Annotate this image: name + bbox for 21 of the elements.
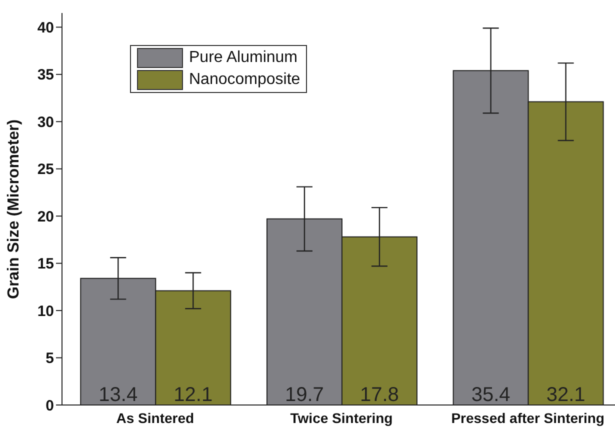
y-tick-label: 35 [37,66,54,84]
data-label: 35.4 [471,384,510,406]
x-tick-label: Pressed after Sintering [451,410,604,426]
y-axis-title: Grain Size (Micrometer) [6,119,23,299]
y-tick-label: 40 [37,19,54,36]
data-label: 12.1 [174,384,213,406]
data-label: 32.1 [546,384,586,406]
y-tick-label: 15 [37,256,54,273]
y-tick-label: 20 [37,208,54,226]
y-tick-label: 5 [46,350,54,368]
data-label: 17.8 [360,384,399,406]
y-tick-label: 30 [37,114,54,131]
y-tick-label: 10 [37,302,54,320]
y-tick-label: 0 [46,397,54,414]
legend-label: Pure Aluminum [189,49,298,67]
data-label: 13.4 [98,384,138,406]
data-label: 19.7 [285,384,324,406]
x-tick-label: Twice Sintering [290,410,393,426]
legend-label: Nanocomposite [189,71,300,89]
x-tick-label: As Sintered [116,410,194,426]
y-tick-label: 25 [37,161,54,178]
